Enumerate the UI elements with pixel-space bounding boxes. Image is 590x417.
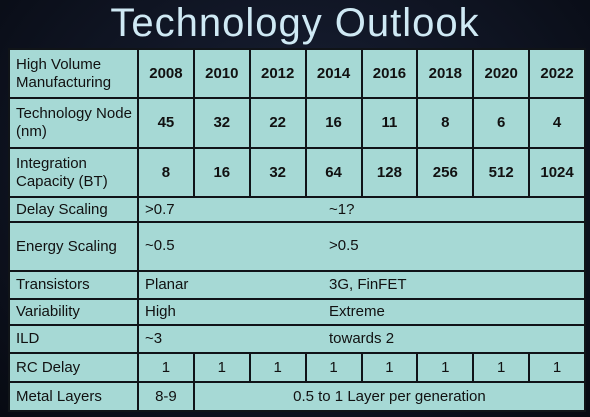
cell: 16 [192,147,251,198]
row: ILD ~3 towards 2 [8,324,586,354]
header-cell: High Volume Manufacturing [8,48,139,99]
year-cell: 2022 [528,48,586,99]
slide-title: Technology Outlook [110,1,480,45]
merged-cell: High Extreme [137,298,586,326]
row: RC Delay 1 1 1 1 1 1 1 1 [8,352,586,383]
cell: 4 [528,97,586,149]
year-cell: 2010 [192,48,251,99]
row: Technology Node (nm) 45 32 22 16 11 8 6 … [8,97,586,149]
cell: 32 [248,147,307,198]
cell-text: >0.5 [329,237,359,254]
row: Integration Capacity (BT) 8 16 32 64 128… [8,147,586,198]
row: Energy Scaling ~0.5 >0.5 [8,221,586,272]
cell: 6 [472,97,531,149]
row-label: Variability [8,298,139,326]
cell: 16 [304,97,363,149]
cell: 1 [304,352,363,383]
cell: 8 [416,97,475,149]
merged-cell: Planar 3G, FinFET [137,270,586,300]
year-cell: 2018 [416,48,475,99]
year-cell: 2008 [137,48,195,99]
cell: 0.5 to 1 Layer per generation [192,381,587,412]
outlook-table: High Volume Manufacturing 2008 2010 2012… [8,48,587,412]
row-label: Technology Node (nm) [8,97,139,149]
year-cell: 2012 [248,48,307,99]
cell: 1 [248,352,307,383]
cell-text: >0.7 [145,200,175,218]
cell: 8 [137,147,195,198]
cell-text: ~1? [329,200,355,218]
row: Variability High Extreme [8,298,586,326]
cell-text: ~3 [145,330,163,347]
row-label: ILD [8,324,139,354]
cell: 1 [472,352,531,383]
row-label: RC Delay [8,352,139,383]
cell: 32 [192,97,251,149]
merged-cell: >0.7 ~1? [137,196,586,223]
year-cell: 2020 [472,48,531,99]
cell: 22 [248,97,307,149]
cell-text: Planar [145,276,189,293]
cell: 1 [416,352,475,383]
header-row: High Volume Manufacturing 2008 2010 2012… [8,48,586,99]
cell: 1024 [528,147,586,198]
cell: 45 [137,97,195,149]
cell: 256 [416,147,475,198]
merged-cell: ~3 towards 2 [137,324,586,354]
year-cell: 2016 [360,48,419,99]
cell: 1 [360,352,419,383]
cell-text: 3G, FinFET [329,276,407,293]
cell: 8-9 [137,381,195,412]
row-label: Energy Scaling [8,221,139,272]
row: Metal Layers 8-9 0.5 to 1 Layer per gene… [8,381,587,412]
row-label: Metal Layers [8,381,139,412]
cell: 11 [360,97,419,149]
row-label: Delay Scaling [8,196,139,223]
cell: 1 [192,352,251,383]
row-label: Integration Capacity (BT) [8,147,139,198]
row: Delay Scaling >0.7 ~1? [8,196,586,223]
cell: 1 [137,352,195,383]
cell-text: ~0.5 [145,237,175,254]
cell: 1 [528,352,586,383]
cell-text: High [145,303,176,320]
cell: 64 [304,147,363,198]
cell: 128 [360,147,419,198]
row-label: Transistors [8,270,139,300]
cell: 512 [472,147,531,198]
year-cell: 2014 [304,48,363,99]
cell-text: towards 2 [329,330,395,347]
row: Transistors Planar 3G, FinFET [8,270,586,300]
cell-text: Extreme [329,303,385,320]
merged-cell: ~0.5 >0.5 [137,221,586,272]
